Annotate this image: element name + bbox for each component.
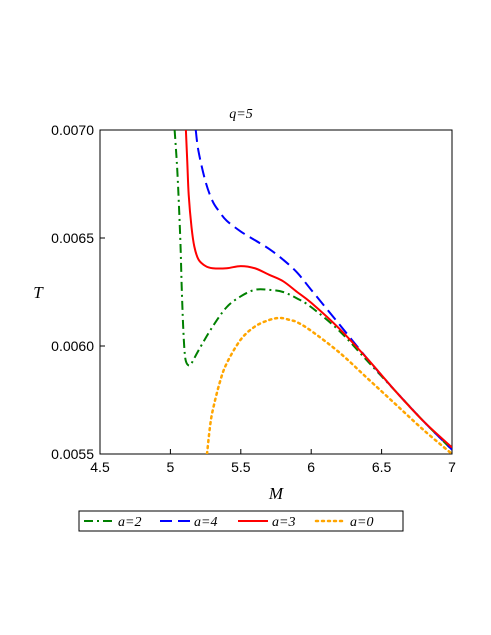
legend-label: a=3 bbox=[272, 515, 295, 530]
y-tick-label: 0.0055 bbox=[51, 446, 94, 462]
legend-label: a=4 bbox=[194, 515, 217, 530]
x-axis-ticks: 4.5 5 5.5 6 6.5 7 bbox=[90, 449, 456, 475]
series-line-a-4 bbox=[194, 130, 452, 451]
y-axis-label: T bbox=[33, 283, 44, 302]
x-tick-label: 7 bbox=[448, 459, 456, 475]
x-tick-label: 5.5 bbox=[231, 459, 251, 475]
legend-label: a=2 bbox=[118, 515, 141, 530]
x-tick-label: 6.5 bbox=[372, 459, 392, 475]
y-tick-label: 0.0070 bbox=[51, 122, 94, 138]
x-tick-label: 6 bbox=[307, 459, 315, 475]
y-tick-label: 0.0060 bbox=[51, 338, 94, 354]
legend-frame bbox=[78, 510, 404, 532]
series-layer bbox=[173, 130, 452, 454]
chart-title: q=5 bbox=[229, 107, 252, 122]
x-tick-label: 4.5 bbox=[90, 459, 110, 475]
series-line-a-2 bbox=[173, 130, 452, 451]
y-tick-label: 0.0065 bbox=[51, 230, 94, 246]
x-axis-label: M bbox=[268, 484, 284, 503]
legend: a=2 a=4 a=3 a=0 bbox=[78, 510, 404, 532]
series-line-a-0 bbox=[205, 316, 452, 454]
legend-label: a=0 bbox=[350, 515, 373, 530]
y-axis-ticks: 0.0055 0.0060 0.0065 0.0070 bbox=[51, 122, 105, 462]
x-tick-label: 5 bbox=[167, 459, 175, 475]
series-line-a-3 bbox=[184, 130, 452, 449]
plot-frame bbox=[99, 129, 453, 455]
